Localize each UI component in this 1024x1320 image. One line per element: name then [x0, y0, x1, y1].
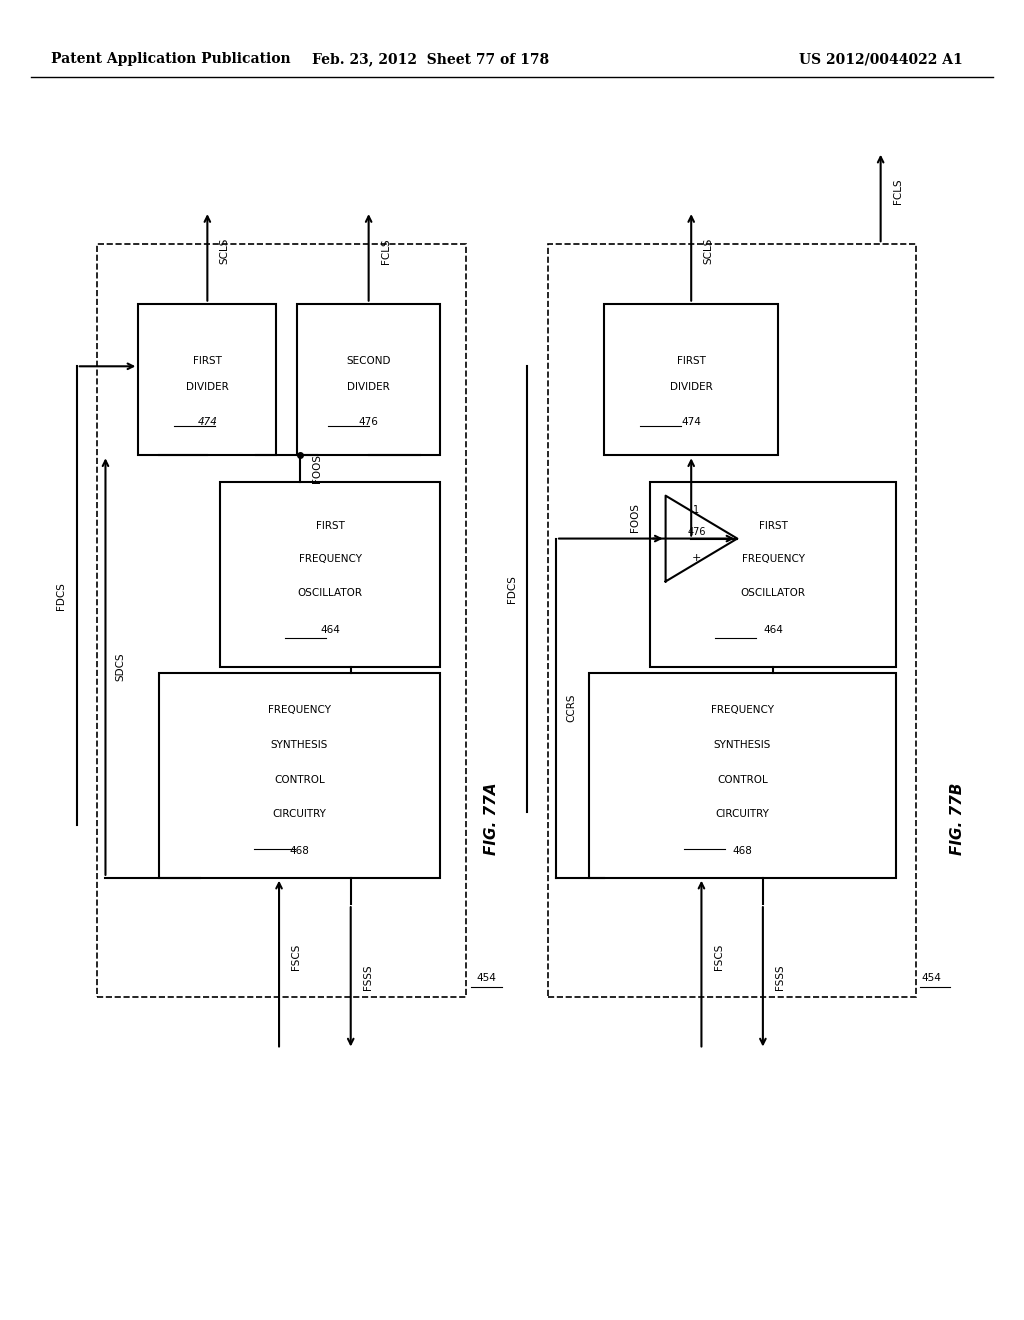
Text: US 2012/0044022 A1: US 2012/0044022 A1 [799, 53, 963, 66]
Text: FDCS: FDCS [56, 582, 67, 610]
Text: FREQUENCY: FREQUENCY [741, 554, 805, 565]
Text: 464: 464 [763, 624, 783, 635]
Text: DIVIDER: DIVIDER [347, 381, 390, 392]
FancyBboxPatch shape [159, 673, 440, 878]
FancyBboxPatch shape [297, 304, 440, 455]
Text: 454: 454 [476, 973, 496, 983]
Text: 476: 476 [358, 417, 379, 426]
Text: FIRST: FIRST [759, 521, 787, 531]
Text: FSSS: FSSS [362, 964, 373, 990]
Text: 474: 474 [681, 417, 701, 426]
Text: 468: 468 [290, 846, 309, 857]
FancyBboxPatch shape [589, 673, 896, 878]
Text: FOOS: FOOS [311, 454, 322, 483]
Text: SYNTHESIS: SYNTHESIS [714, 739, 771, 750]
Text: 454: 454 [922, 973, 941, 983]
FancyBboxPatch shape [220, 482, 440, 667]
FancyBboxPatch shape [548, 244, 916, 997]
Text: FIRST: FIRST [315, 521, 345, 531]
Text: 468: 468 [732, 846, 753, 857]
Text: FDCS: FDCS [507, 576, 517, 603]
Text: CCRS: CCRS [566, 694, 577, 722]
Text: FIRST: FIRST [677, 356, 706, 366]
Text: FCLS: FCLS [893, 178, 903, 205]
Text: 464: 464 [321, 624, 340, 635]
FancyBboxPatch shape [650, 482, 896, 667]
Text: FIG. 77B: FIG. 77B [950, 783, 965, 854]
Text: CONTROL: CONTROL [717, 775, 768, 784]
FancyBboxPatch shape [97, 244, 466, 997]
Text: SCLS: SCLS [703, 238, 714, 264]
Text: FOOS: FOOS [630, 503, 640, 532]
Text: OSCILLATOR: OSCILLATOR [740, 587, 806, 598]
Text: OSCILLATOR: OSCILLATOR [298, 587, 362, 598]
Text: FSCS: FSCS [714, 944, 724, 970]
Text: SYNTHESIS: SYNTHESIS [270, 739, 329, 750]
Text: Patent Application Publication: Patent Application Publication [51, 53, 291, 66]
Text: SDCS: SDCS [116, 652, 126, 681]
Text: FSCS: FSCS [291, 944, 301, 970]
Text: 1: 1 [693, 504, 699, 515]
Text: 476: 476 [687, 527, 706, 537]
Text: Feb. 23, 2012  Sheet 77 of 178: Feb. 23, 2012 Sheet 77 of 178 [311, 53, 549, 66]
Text: FCLS: FCLS [381, 238, 391, 264]
Text: DIVIDER: DIVIDER [670, 381, 713, 392]
Text: FSSS: FSSS [775, 964, 785, 990]
Text: FREQUENCY: FREQUENCY [268, 705, 331, 715]
FancyBboxPatch shape [604, 304, 778, 455]
Text: DIVIDER: DIVIDER [186, 381, 228, 392]
Text: CIRCUITRY: CIRCUITRY [716, 809, 769, 820]
Text: CIRCUITRY: CIRCUITRY [272, 809, 327, 820]
Text: 474: 474 [198, 417, 217, 426]
Text: FREQUENCY: FREQUENCY [299, 554, 361, 565]
Text: +: + [691, 553, 701, 564]
Text: FIG. 77A: FIG. 77A [484, 783, 499, 854]
FancyBboxPatch shape [138, 304, 276, 455]
Text: SCLS: SCLS [220, 238, 229, 264]
Text: CONTROL: CONTROL [274, 775, 325, 784]
Text: SECOND: SECOND [346, 356, 391, 366]
Text: FIRST: FIRST [193, 356, 222, 366]
Text: FREQUENCY: FREQUENCY [711, 705, 774, 715]
